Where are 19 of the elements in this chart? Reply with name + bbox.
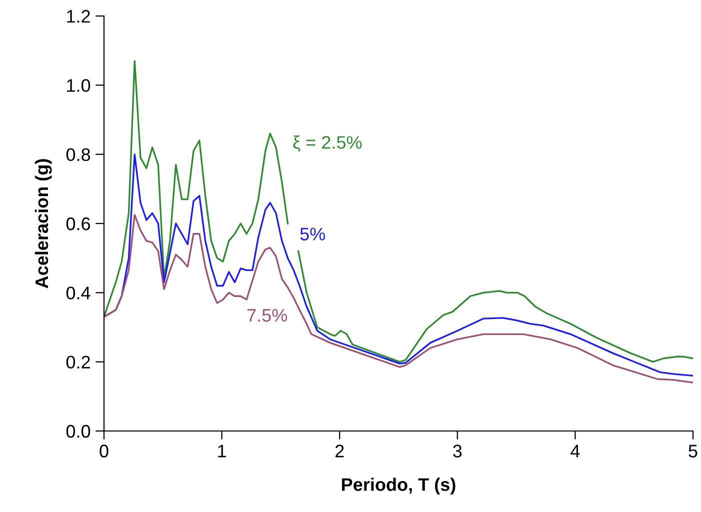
series-label: 5% (300, 228, 325, 240)
x-tick-label: 3 (453, 444, 462, 458)
line-series (104, 214, 693, 384)
x-tick-label: 5 (688, 444, 698, 458)
y-axis-title: Aceleracion (g) (34, 159, 52, 288)
y-tick-label: 0.8 (66, 148, 90, 162)
y-tick-label: 1.0 (67, 79, 90, 92)
y-tick-label: 0.2 (66, 356, 90, 369)
y-tick-label: 0.4 (66, 286, 90, 300)
x-tick-label: 0 (100, 444, 108, 458)
series-label: ξ = 2.5% (293, 136, 362, 152)
x-tick-label: 2 (335, 444, 344, 458)
y-tick-label: 1.2 (67, 10, 90, 23)
x-axis-title: Periodo, T (s) (342, 478, 456, 495)
y-tick-label: 0.6 (66, 217, 90, 230)
y-tick-label: 0.0 (66, 424, 90, 438)
x-tick-label: 4 (570, 444, 580, 458)
series-label: 7.5% (247, 309, 288, 322)
x-tick-label: 1 (218, 444, 226, 458)
